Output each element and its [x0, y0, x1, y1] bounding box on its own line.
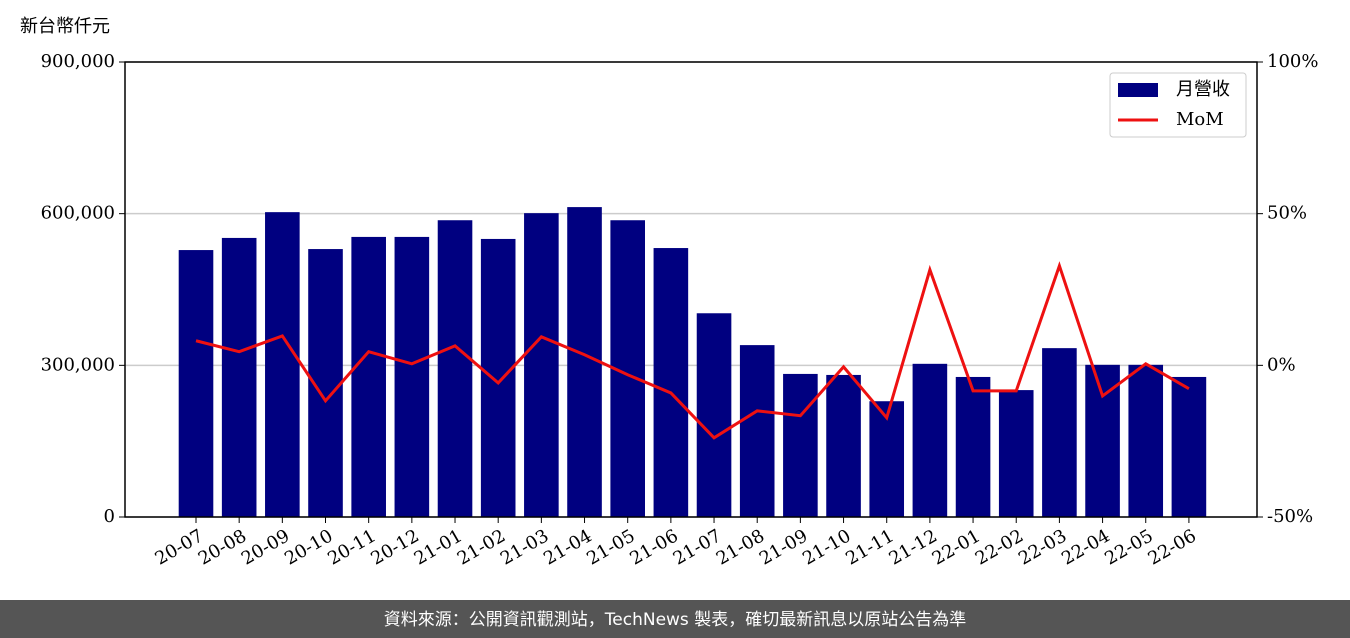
bar	[998, 390, 1034, 517]
legend-label: 月營收	[1176, 79, 1230, 100]
y2-tick-label: 100%	[1267, 51, 1318, 72]
bar	[826, 374, 861, 517]
bar	[178, 250, 214, 518]
bar	[653, 248, 689, 518]
bar	[221, 237, 257, 517]
bar	[955, 376, 991, 517]
plot-frame	[124, 61, 1258, 518]
bar	[783, 373, 818, 517]
y2-tick-label: 0%	[1267, 354, 1296, 375]
bar	[265, 212, 300, 517]
bar	[1171, 376, 1207, 517]
y-tick-label: 600,000	[41, 203, 115, 224]
bar	[739, 345, 775, 517]
bar	[524, 213, 559, 517]
bar	[351, 236, 386, 517]
bar	[567, 207, 602, 517]
line	[195, 261, 1190, 440]
bar	[394, 236, 430, 517]
y-axis-title: 新台幣仟元	[20, 16, 110, 37]
bar	[869, 401, 905, 517]
bar	[1085, 364, 1120, 517]
y2-tick-label: -50%	[1267, 506, 1313, 527]
bar	[437, 220, 473, 517]
y-tick-label: 300,000	[41, 354, 115, 375]
y2-tick-label: 50%	[1267, 203, 1307, 224]
y-tick-label: 900,000	[41, 51, 115, 72]
bar	[696, 313, 732, 517]
footer-bar	[0, 600, 1350, 638]
legend-swatch	[1118, 83, 1158, 97]
y-tick-label: 0	[104, 506, 115, 527]
bar	[1042, 348, 1077, 517]
footer-text: 資料來源：公開資訊觀測站，TechNews 製表，確切最新訊息以原站公告為準	[384, 610, 966, 630]
bar	[912, 363, 948, 517]
bar	[1128, 364, 1164, 517]
bar	[480, 238, 516, 517]
legend-label: MoM	[1176, 109, 1224, 130]
